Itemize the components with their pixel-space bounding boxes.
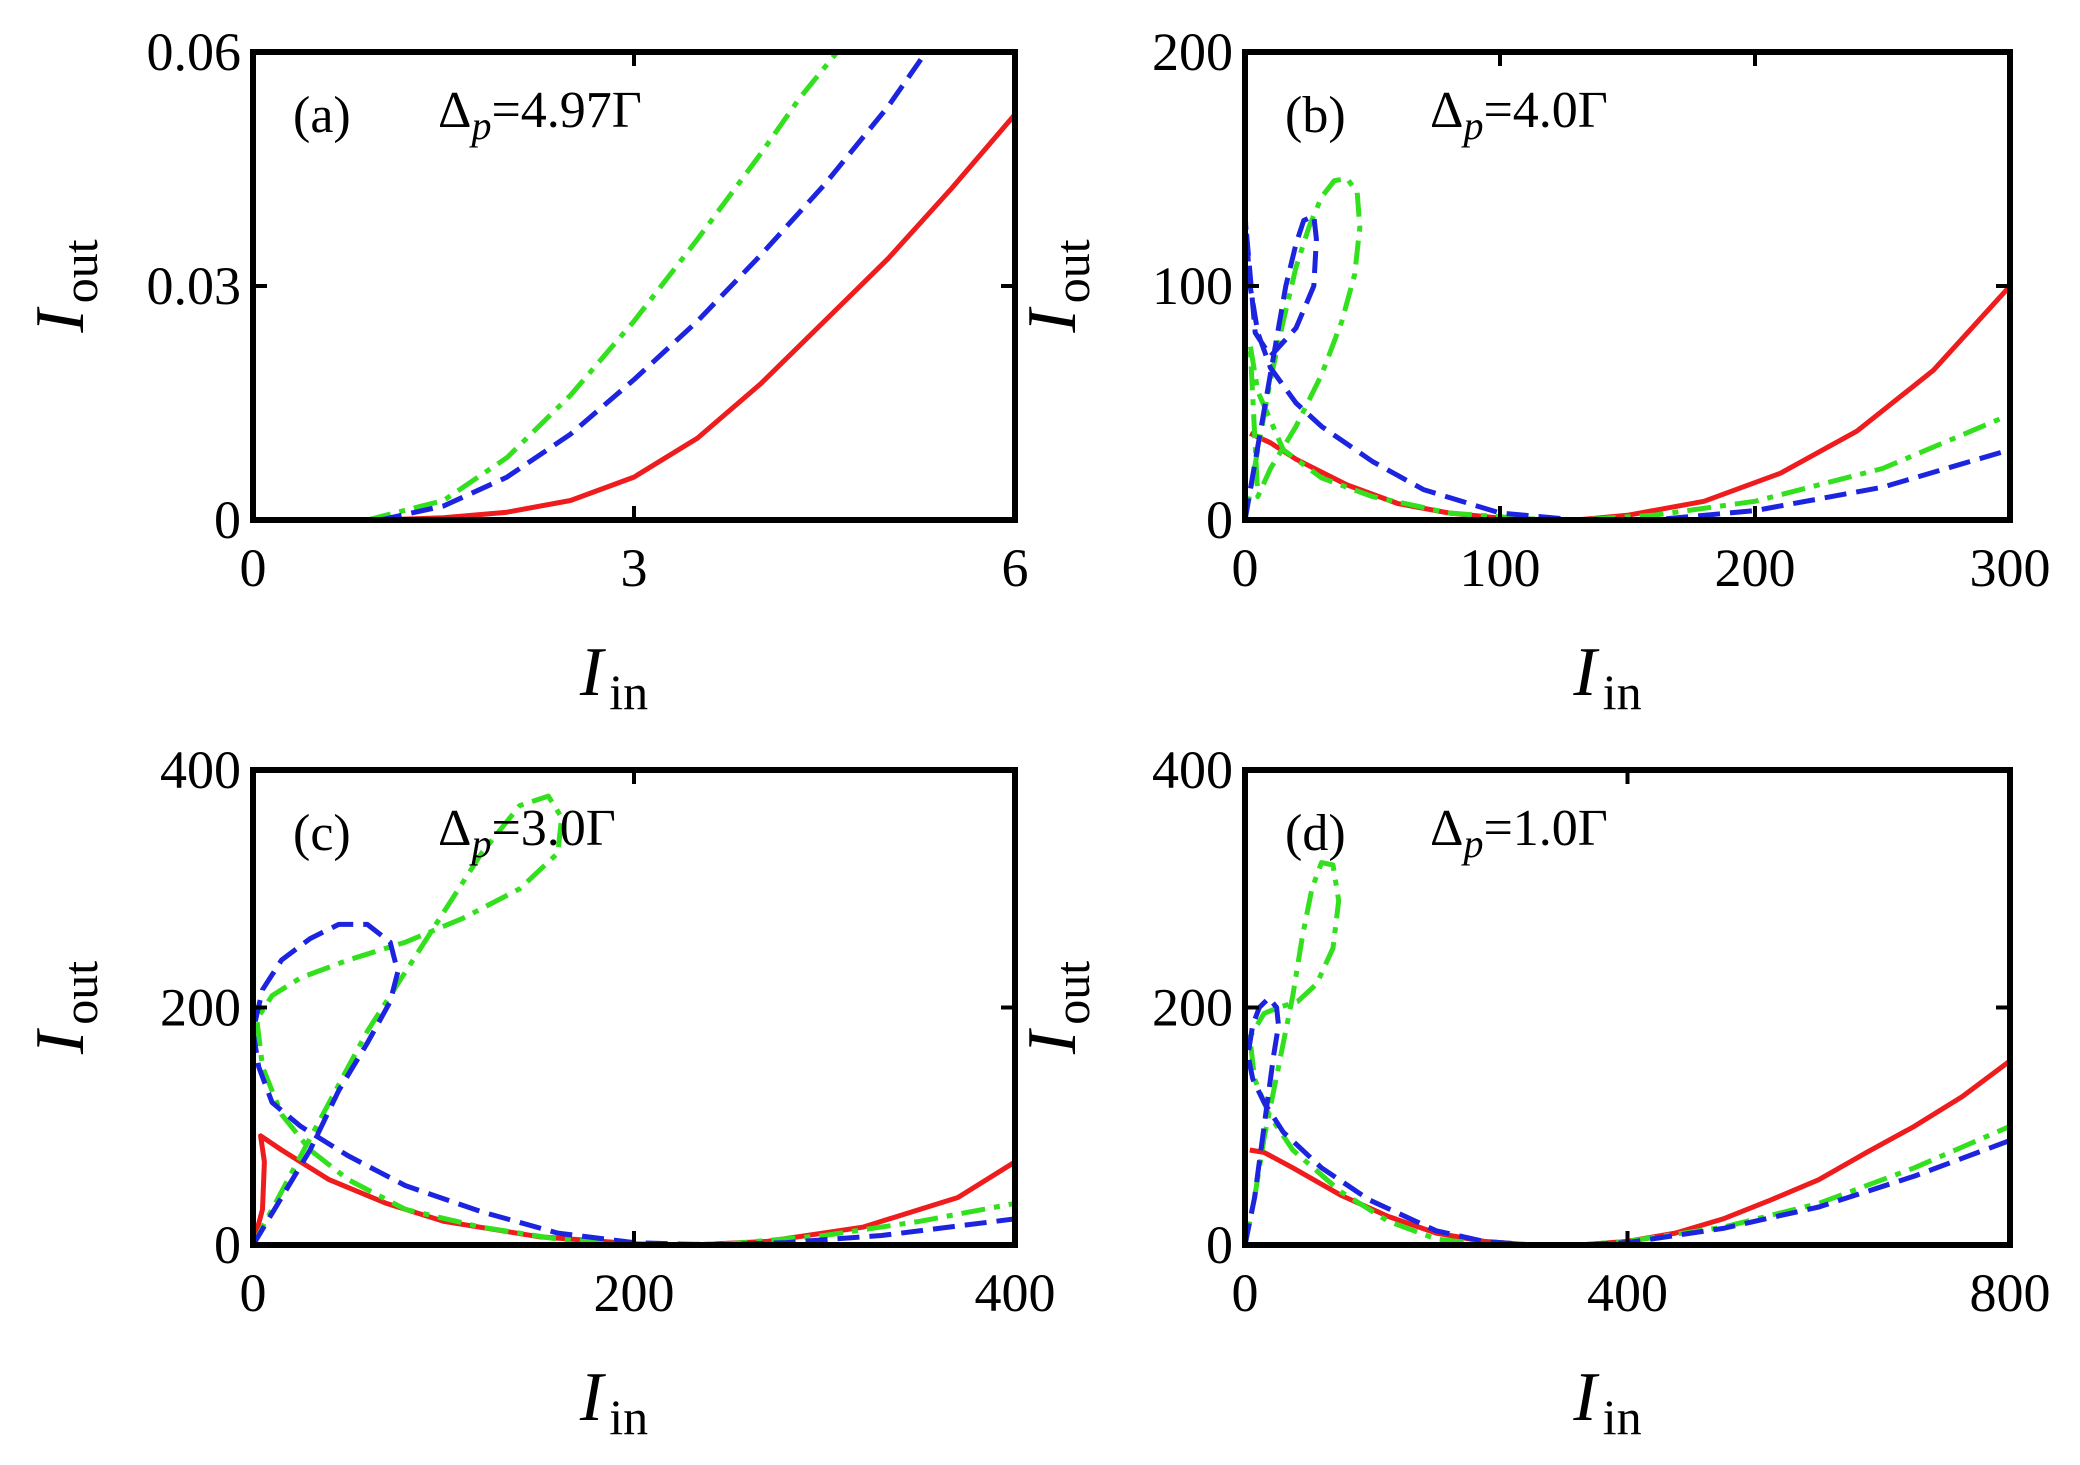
y-axis-label-main: I	[22, 306, 99, 334]
y-axis-label-main: I	[1014, 306, 1091, 334]
x-tick-label: 0	[1232, 538, 1259, 598]
series-line-green-dashdot	[253, 793, 1015, 1245]
annotation-delta: Δ	[438, 800, 471, 857]
annotation-sub: p	[1460, 821, 1483, 866]
panel-label: (a)	[293, 87, 351, 144]
x-axis-label-main: I	[579, 1359, 607, 1436]
x-tick-label: 200	[594, 1263, 675, 1323]
y-axis-label-sub: out	[52, 239, 108, 303]
x-axis-label-main: I	[1572, 634, 1600, 711]
y-axis-label-sub: out	[52, 961, 108, 1025]
y-tick-label: 0	[1206, 1215, 1233, 1275]
x-tick-label: 6	[1002, 538, 1029, 598]
detuning-annotation: Δp=3.0Γ	[438, 800, 616, 866]
y-axis-label-sub: out	[1044, 239, 1100, 303]
y-axis-label: Iout	[22, 239, 108, 333]
annotation-sub: p	[468, 821, 491, 866]
series-line-red-solid	[1249, 1058, 2010, 1245]
annotation-delta: Δ	[438, 82, 471, 139]
x-tick-label: 0	[1232, 1263, 1259, 1323]
y-tick-label: 0	[214, 1215, 241, 1275]
x-axis-label-sub: in	[1603, 664, 1642, 720]
x-tick-label: 300	[1970, 538, 2051, 598]
detuning-annotation: Δp=4.0Γ	[1430, 82, 1608, 148]
y-tick-label: 0.06	[147, 22, 242, 82]
series-line-green-dashdot	[1245, 860, 2010, 1245]
x-tick-label: 0	[240, 1263, 267, 1323]
series-line-red-solid	[1249, 284, 2010, 520]
series-line-green-dashdot	[1245, 175, 2010, 520]
detuning-annotation: Δp=1.0Γ	[1430, 800, 1608, 866]
x-tick-label: 0	[240, 538, 267, 598]
panel-label: (b)	[1285, 87, 1346, 144]
y-axis-label: Iout	[22, 961, 108, 1055]
y-tick-label: 0.03	[147, 256, 242, 316]
x-axis-label-sub: in	[609, 664, 648, 720]
x-axis-label-sub: in	[609, 1389, 648, 1445]
panel-label: (d)	[1285, 805, 1346, 862]
series-line-red-solid	[253, 1133, 1015, 1245]
y-axis-label-main: I	[22, 1027, 99, 1055]
plot-frame	[1242, 49, 2013, 523]
y-tick-label: 400	[1152, 740, 1233, 800]
y-tick-label: 200	[160, 978, 241, 1038]
y-tick-label: 200	[1152, 978, 1233, 1038]
series-line-blue-dashed	[1245, 995, 2010, 1245]
x-tick-label: 100	[1460, 538, 1541, 598]
plot-frame	[250, 767, 1018, 1248]
annotation-value: =4.97Γ	[491, 82, 641, 139]
y-axis-label: Iout	[1014, 239, 1100, 333]
x-axis-label-sub: in	[1603, 1389, 1642, 1445]
annotation-value: =4.0Γ	[1483, 82, 1607, 139]
y-axis-label-main: I	[1014, 1027, 1091, 1055]
y-tick-label: 200	[1152, 22, 1233, 82]
y-axis-label: Iout	[1014, 961, 1100, 1055]
y-axis-label-sub: out	[1044, 961, 1100, 1025]
y-tick-label: 0	[1206, 490, 1233, 550]
x-axis-label-main: I	[1572, 1359, 1600, 1436]
panel-label: (c)	[293, 805, 351, 862]
series-line-red-solid	[379, 112, 1015, 520]
y-tick-label: 400	[160, 740, 241, 800]
x-tick-label: 3	[621, 538, 648, 598]
annotation-sub: p	[1460, 103, 1483, 148]
series-line-blue-dashed	[379, 52, 929, 520]
x-tick-label: 800	[1970, 1263, 2051, 1323]
y-tick-label: 0	[214, 490, 241, 550]
series-line-blue-dashed	[253, 921, 1015, 1245]
annotation-value: =3.0Γ	[491, 800, 615, 857]
annotation-delta: Δ	[1430, 82, 1463, 139]
annotation-delta: Δ	[1430, 800, 1463, 857]
y-tick-label: 100	[1152, 256, 1233, 316]
x-tick-label: 200	[1715, 538, 1796, 598]
annotation-sub: p	[468, 103, 491, 148]
series-line-blue-dashed	[1245, 213, 2010, 520]
detuning-annotation: Δp=4.97Γ	[438, 82, 642, 148]
series-line-green-dashdot	[366, 52, 840, 520]
x-tick-label: 400	[1587, 1263, 1668, 1323]
x-axis-label-main: I	[579, 634, 607, 711]
annotation-value: =1.0Γ	[1483, 800, 1607, 857]
x-tick-label: 400	[975, 1263, 1056, 1323]
